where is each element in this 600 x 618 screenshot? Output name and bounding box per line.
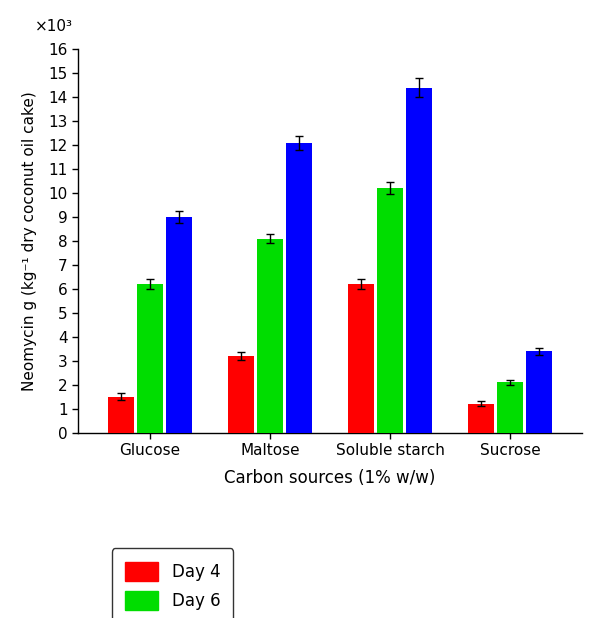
Bar bbox=[257, 239, 283, 433]
Bar bbox=[406, 88, 432, 433]
Bar bbox=[286, 143, 312, 433]
Bar bbox=[526, 351, 552, 433]
Bar bbox=[497, 383, 523, 433]
Bar bbox=[108, 397, 134, 433]
Bar bbox=[377, 188, 403, 433]
Bar bbox=[348, 284, 374, 433]
Y-axis label: Neomycin g (kg⁻¹ dry coconut oil cake): Neomycin g (kg⁻¹ dry coconut oil cake) bbox=[22, 91, 37, 391]
X-axis label: Carbon sources (1% w/w): Carbon sources (1% w/w) bbox=[224, 469, 436, 487]
Bar bbox=[228, 356, 254, 433]
Bar bbox=[137, 284, 163, 433]
Bar bbox=[166, 217, 192, 433]
Bar bbox=[468, 404, 494, 433]
Legend: Day 4, Day 6, Day 8: Day 4, Day 6, Day 8 bbox=[112, 548, 233, 618]
Text: ×10³: ×10³ bbox=[35, 19, 73, 34]
